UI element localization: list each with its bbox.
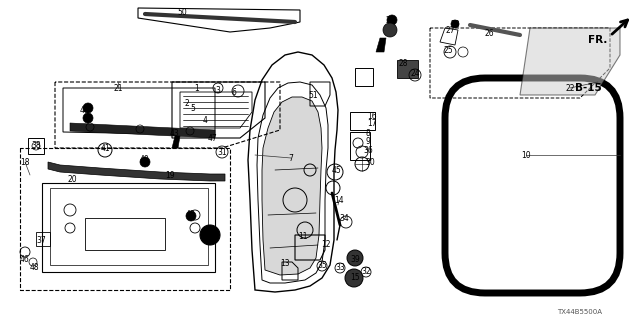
Polygon shape: [262, 97, 322, 275]
Text: 37: 37: [36, 236, 46, 244]
Circle shape: [200, 225, 220, 245]
Circle shape: [387, 15, 397, 25]
Text: 31: 31: [217, 148, 227, 156]
Text: 30: 30: [365, 157, 375, 166]
Text: 6: 6: [232, 87, 236, 97]
Text: 1: 1: [195, 84, 200, 92]
Text: 24: 24: [410, 68, 420, 77]
Text: 48: 48: [29, 263, 39, 273]
Text: 27: 27: [445, 26, 455, 35]
Text: 26: 26: [484, 28, 494, 37]
Polygon shape: [48, 162, 225, 181]
Text: 49: 49: [186, 210, 196, 219]
Circle shape: [345, 269, 363, 287]
Circle shape: [451, 20, 459, 28]
Text: 34: 34: [339, 213, 349, 222]
Text: TX44B5500A: TX44B5500A: [557, 309, 602, 315]
Text: 12: 12: [321, 239, 331, 249]
Text: 29: 29: [385, 15, 395, 25]
Bar: [355, 68, 373, 86]
Text: 14: 14: [334, 196, 344, 204]
Circle shape: [347, 250, 363, 266]
Text: 36: 36: [363, 146, 373, 155]
Polygon shape: [520, 28, 620, 95]
Text: 39: 39: [350, 255, 360, 265]
Text: 25: 25: [443, 45, 453, 54]
Text: 2: 2: [184, 99, 189, 108]
Text: 9: 9: [365, 137, 371, 146]
Text: 45: 45: [332, 165, 342, 174]
Text: 51: 51: [308, 91, 318, 100]
Circle shape: [383, 23, 397, 37]
Text: 43: 43: [170, 129, 180, 138]
Text: 5: 5: [191, 103, 195, 113]
Text: 13: 13: [280, 260, 290, 268]
Text: 17: 17: [367, 118, 377, 127]
Text: 42: 42: [205, 233, 215, 242]
Text: 46: 46: [19, 254, 29, 263]
Text: 22: 22: [565, 84, 575, 92]
Text: 50: 50: [177, 7, 187, 17]
Text: 18: 18: [20, 157, 29, 166]
Text: 32: 32: [361, 268, 371, 276]
Bar: [36, 232, 50, 246]
Text: FR.: FR.: [588, 35, 607, 45]
Text: 20: 20: [67, 174, 77, 183]
Polygon shape: [397, 60, 418, 78]
Polygon shape: [376, 38, 386, 52]
Text: 15: 15: [350, 274, 360, 283]
Text: 35: 35: [317, 261, 327, 270]
Circle shape: [140, 157, 150, 167]
Text: 7: 7: [289, 154, 293, 163]
Polygon shape: [172, 136, 180, 148]
Text: B-15: B-15: [575, 83, 602, 93]
Polygon shape: [70, 123, 215, 138]
Text: 10: 10: [521, 150, 531, 159]
Text: 21: 21: [113, 84, 123, 92]
Text: 41: 41: [100, 143, 110, 153]
Bar: [28, 138, 44, 154]
Circle shape: [186, 211, 196, 221]
Circle shape: [83, 103, 93, 113]
Text: 28: 28: [398, 59, 408, 68]
Text: 11: 11: [298, 231, 308, 241]
Circle shape: [83, 113, 93, 123]
Text: 23: 23: [450, 20, 460, 28]
Text: 16: 16: [367, 111, 377, 121]
Text: 3: 3: [216, 85, 220, 94]
Text: 44: 44: [79, 106, 89, 115]
Text: 19: 19: [165, 171, 175, 180]
Text: 33: 33: [335, 263, 345, 273]
Text: 38: 38: [31, 140, 41, 149]
Text: 8: 8: [365, 129, 371, 138]
Text: 40: 40: [140, 155, 150, 164]
Text: 4: 4: [203, 116, 207, 124]
Text: 47: 47: [208, 133, 218, 142]
